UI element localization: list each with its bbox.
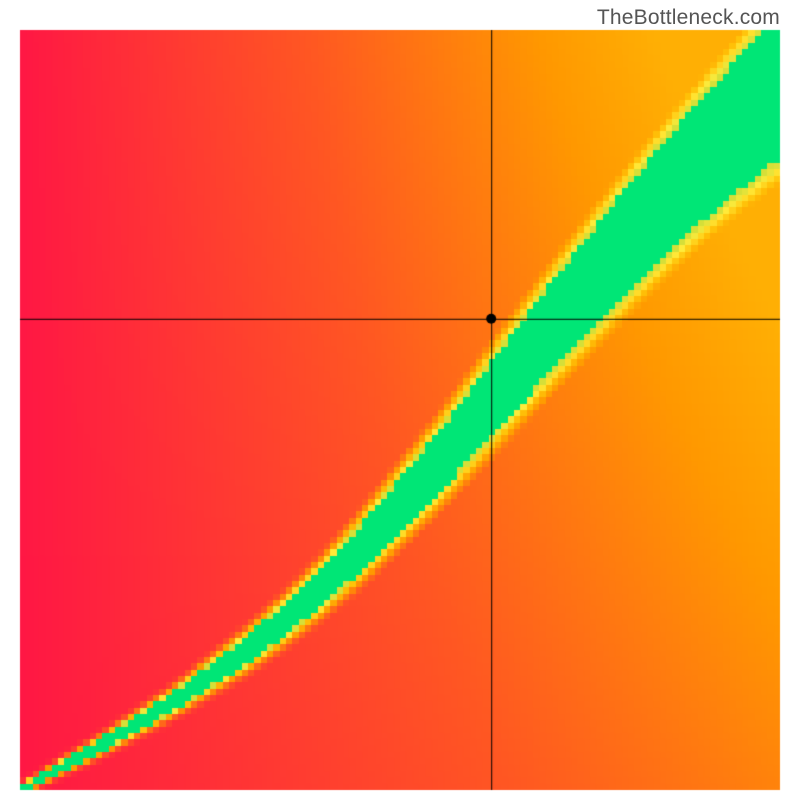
watermark-text: TheBottleneck.com — [597, 6, 780, 30]
bottleneck-heatmap — [0, 0, 800, 800]
